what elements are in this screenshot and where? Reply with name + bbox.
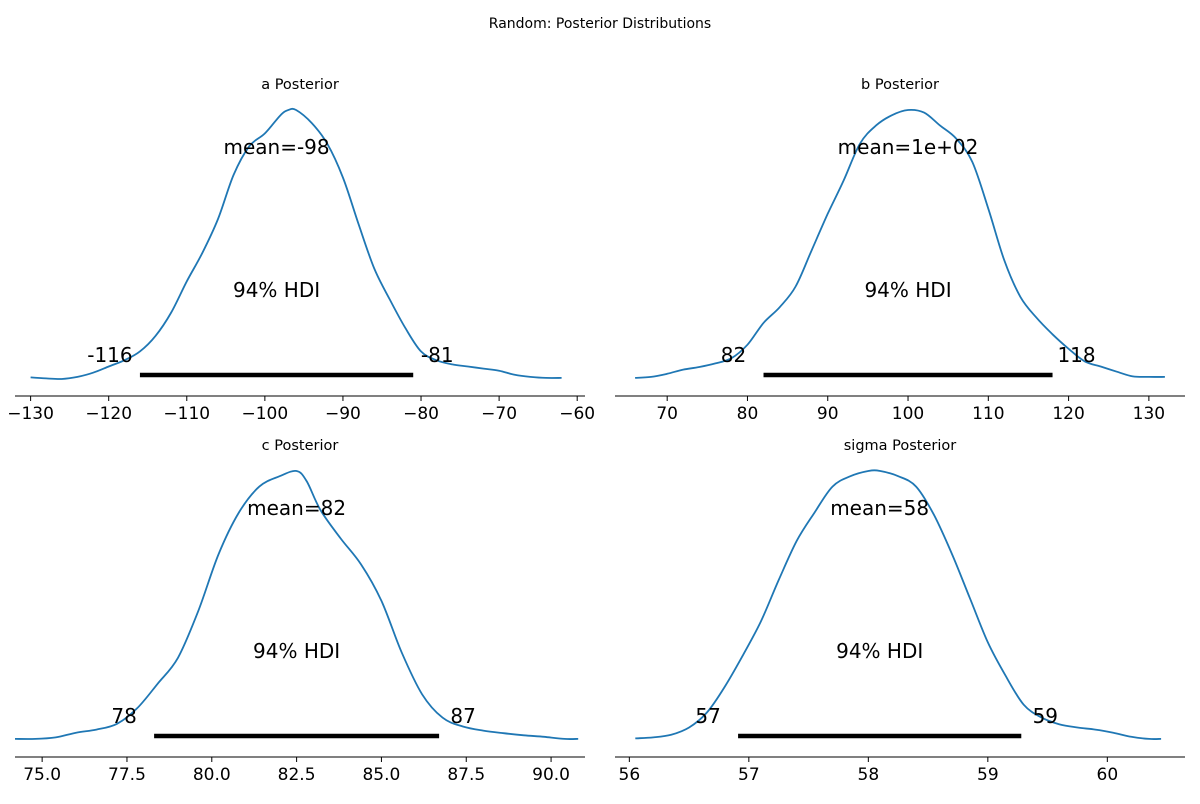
x-tick-label: 57 [738,765,760,785]
subplot-title: c Posterior [262,438,339,454]
subplot-title: a Posterior [261,77,339,93]
subplot-grid: a Posterior mean=-98 94% HDI -116 -81 −130 −12… [7,77,1185,785]
hdi-label: 94% HDI [864,278,951,302]
subplot-1: a Posterior mean=-98 94% HDI -116 -81 −130 −12… [7,77,595,424]
hdi-low-label: -116 [87,343,132,367]
x-tick-label: 100 [892,404,924,424]
x-tick-label: 87.5 [447,765,485,785]
hdi-label: 94% HDI [836,639,923,663]
x-tick-label: 56 [619,765,641,785]
subplot-title: b Posterior [861,77,939,93]
subplot-title: sigma Posterior [844,438,957,454]
density-curve [635,108,1165,379]
x-tick-label: −130 [7,404,54,424]
x-tick-label: 80 [737,404,759,424]
mean-label: mean=-98 [223,135,329,159]
subplot-2: b Posterior mean=1e+02 94% HDI 82 118 70 80 90 1… [615,77,1185,424]
hdi-high-label: -81 [421,343,454,367]
x-tick-label: −90 [325,404,361,424]
x-tick-label: −80 [403,404,439,424]
x-tick-label: −110 [163,404,210,424]
density-curve [30,107,562,380]
mean-label: mean=1e+02 [838,135,979,159]
x-tick-label: 82.5 [278,765,316,785]
hdi-high-label: 87 [450,704,475,728]
x-tick-label: −60 [559,404,595,424]
hdi-label: 94% HDI [233,278,320,302]
x-tick-label: 70 [656,404,678,424]
density-curve [14,469,579,740]
x-tick-label: 90.0 [532,765,570,785]
figure-title: Random: Posterior Distributions [489,16,711,32]
mean-label: mean=82 [247,496,346,520]
subplot-3: c Posterior mean=82 94% HDI 78 87 75.0 77.5 80.… [14,438,585,785]
hdi-low-label: 57 [695,704,720,728]
x-tick-label: 58 [858,765,880,785]
x-tick-label: 75.0 [23,765,61,785]
x-tick-label: 77.5 [108,765,146,785]
x-tick-label: −120 [85,404,132,424]
mean-label: mean=58 [830,496,929,520]
x-tick-label: 130 [1133,404,1165,424]
x-tick-label: 120 [1052,404,1084,424]
x-tick-label: −100 [242,404,289,424]
hdi-high-label: 118 [1057,343,1095,367]
hdi-label: 94% HDI [253,639,340,663]
x-tick-label: 110 [972,404,1004,424]
subplot-4: sigma Posterior mean=58 94% HDI 57 59 56 57 58 5… [615,438,1185,785]
hdi-low-label: 78 [111,704,136,728]
hdi-low-label: 82 [721,343,746,367]
density-curve [635,469,1162,740]
x-tick-label: 90 [817,404,839,424]
x-tick-label: 85.0 [362,765,400,785]
x-tick-label: −70 [481,404,517,424]
hdi-high-label: 59 [1033,704,1058,728]
x-tick-label: 60 [1097,765,1119,785]
x-tick-label: 80.0 [193,765,231,785]
x-tick-label: 59 [977,765,999,785]
